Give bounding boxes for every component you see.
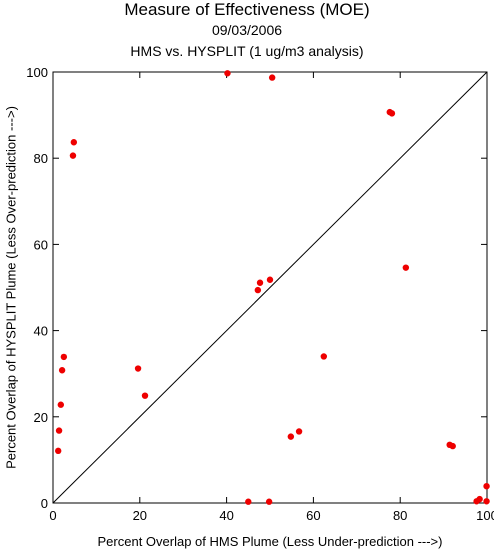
y-tick-label: 60 [34,237,48,252]
y-tick-label: 80 [34,151,48,166]
data-point [224,70,231,77]
x-axis-label: Percent Overlap of HMS Plume (Less Under… [98,534,443,549]
data-point [320,353,328,360]
data-point [268,74,276,81]
x-tick-label: 60 [306,508,320,523]
data-point [58,367,66,374]
data-point [57,401,65,408]
data-point [476,495,483,503]
data-point [483,498,490,505]
data-point [70,139,78,146]
y-tick-label: 40 [34,324,48,339]
data-point [141,392,149,399]
data-point [266,276,274,283]
chart-title: Measure of Effectiveness (MOE) [124,0,370,19]
data-point [295,428,303,435]
data-point [483,482,490,490]
data-point [287,433,295,440]
x-tick-label: 40 [219,508,233,523]
data-point [256,279,264,286]
chart-subtitle: HMS vs. HYSPLIT (1 ug/m3 analysis) [130,43,364,59]
y-tick-label: 20 [34,410,48,425]
y-tick-label: 0 [41,496,48,511]
data-point [69,152,77,159]
x-tick-label: 0 [49,508,56,523]
data-point [265,498,273,505]
data-point [245,498,252,505]
diagonal-line [52,71,488,504]
x-tick-label: 80 [393,508,407,523]
y-tick-label: 100 [26,65,48,80]
data-point [388,110,396,117]
data-point [402,264,410,271]
data-point [55,447,62,455]
x-tick-label: 100 [476,508,494,523]
data-point [254,286,262,294]
data-point [55,427,63,434]
data-point [60,353,68,361]
data-point [134,365,142,372]
data-point [449,442,456,450]
y-axis-label: Percent Overlap of HYSPLIT Plume (Less O… [3,106,18,469]
chart-date: 09/03/2006 [211,22,283,38]
x-tick-label: 20 [133,508,147,523]
